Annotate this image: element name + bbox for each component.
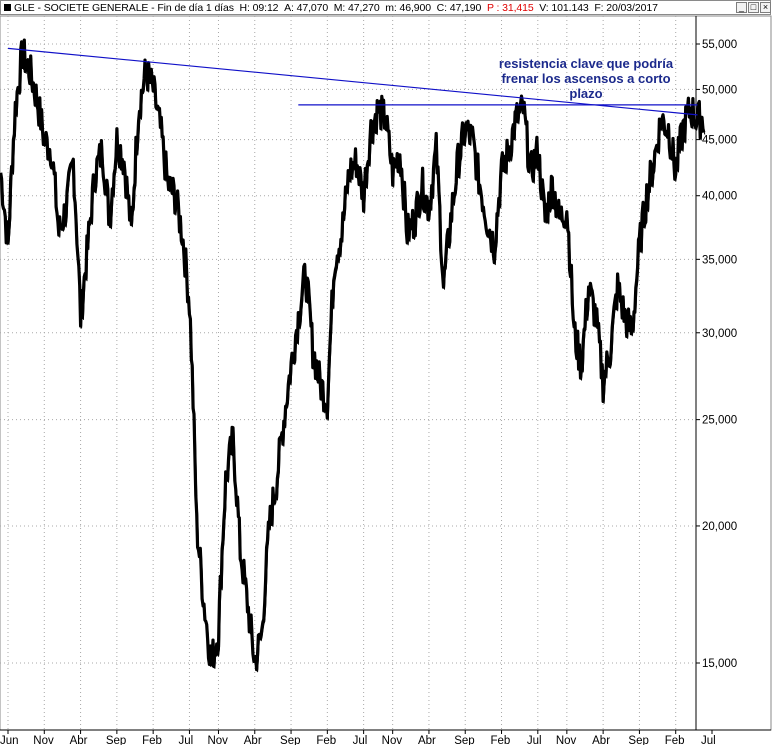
window-title: GLE - SOCIETE GENERALE - Fin de día 1 dí… (14, 2, 658, 14)
y-tick-label: 55,000 (702, 39, 737, 51)
x-tick-label: Feb (491, 735, 511, 745)
x-tick-label: Sep (454, 735, 474, 745)
open-label: A: 47,070 (284, 2, 329, 14)
x-tick-label: Feb (316, 735, 336, 745)
title-bar: GLE - SOCIETE GENERALE - Fin de día 1 dí… (0, 0, 771, 15)
x-tick-label: Abr (592, 735, 610, 745)
close-label: C: 47,190 (436, 2, 482, 14)
price-series (0, 38, 706, 672)
p-label: P : 31,415 (486, 2, 534, 14)
high-label: M: 47,270 (333, 2, 380, 14)
x-tick-label: Nov (207, 735, 228, 745)
x-tick-label: Jun (0, 735, 19, 745)
date-label: F: 20/03/2017 (594, 2, 658, 14)
x-tick-label: Jul (527, 735, 542, 745)
x-tick-label: Jul (178, 735, 193, 745)
x-tick-label: Feb (142, 735, 162, 745)
y-tick-label: 45,000 (702, 135, 737, 147)
descending-trendline (7, 47, 698, 116)
close-button[interactable]: × (760, 2, 771, 13)
x-tick-label: Abr (418, 735, 436, 745)
annotation-line: resistencia clave que podría (499, 56, 674, 71)
y-tick-label: 30,000 (702, 328, 737, 340)
chart-window-icon (4, 4, 11, 11)
x-tick-label: Nov (556, 735, 577, 745)
x-tick-label: Jul (701, 735, 716, 745)
volume-label: V: 101.143 (539, 2, 589, 14)
y-tick-label: 40,000 (702, 191, 737, 203)
annotation-text: resistencia clave que podría frenar los a… (499, 56, 674, 101)
x-tick-label: Nov (33, 735, 54, 745)
annotation-line: plazo (569, 86, 602, 101)
x-tick-label: Sep (106, 735, 126, 745)
y-tick-label: 35,000 (702, 254, 737, 266)
x-tick-label: Abr (244, 735, 262, 745)
hour-label: H: 09:12 (239, 2, 279, 14)
title-prefix: GLE - SOCIETE GENERALE - Fin de día 1 dí… (14, 2, 234, 14)
minimize-button[interactable]: _ (736, 2, 747, 13)
y-tick-label: 15,000 (702, 658, 737, 670)
x-tick-label: Nov (382, 735, 403, 745)
restore-button[interactable]: □ (748, 2, 759, 13)
x-tick-label: Sep (628, 735, 648, 745)
x-tick-label: Abr (70, 735, 88, 745)
x-tick-label: Sep (280, 735, 300, 745)
annotation-line: frenar los ascensos a corto (501, 71, 670, 86)
low-label: m: 46,900 (385, 2, 432, 14)
y-tick-label: 25,000 (702, 415, 737, 427)
y-tick-label: 20,000 (702, 521, 737, 533)
x-tick-label: Feb (665, 735, 685, 745)
y-tick-label: 50,000 (702, 84, 737, 96)
price-series-range (1, 41, 706, 673)
x-tick-label: Jul (353, 735, 368, 745)
